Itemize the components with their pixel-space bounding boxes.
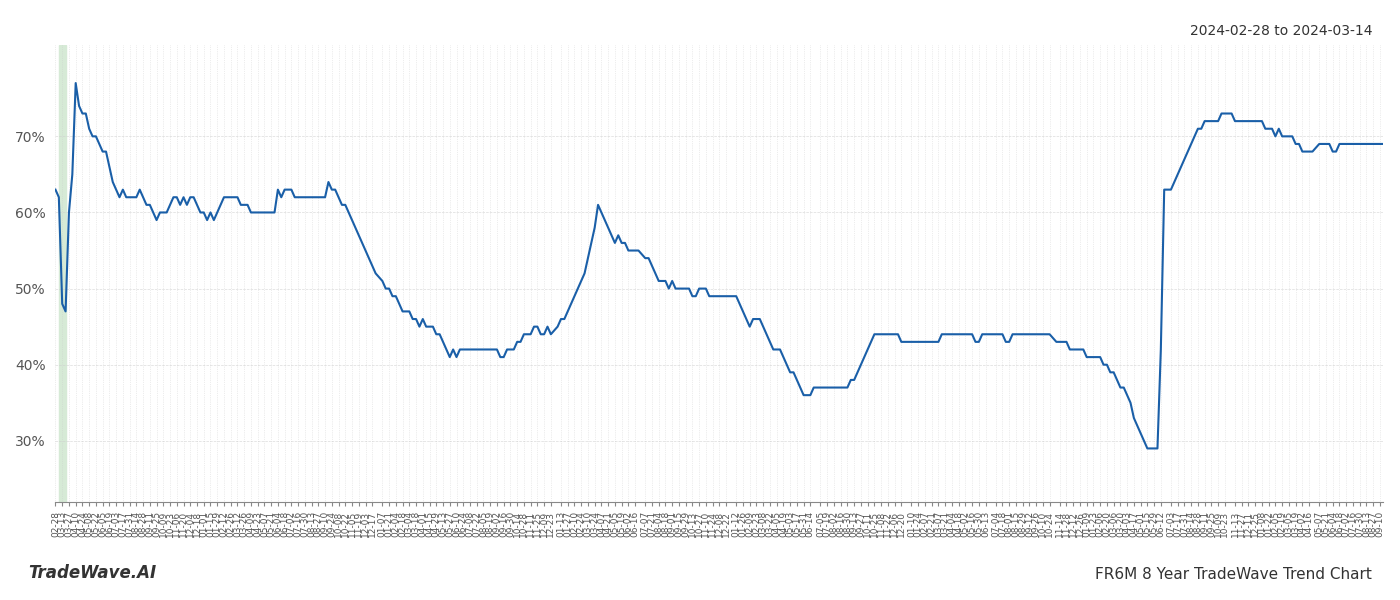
Bar	[59, 45, 66, 502]
Text: FR6M 8 Year TradeWave Trend Chart: FR6M 8 Year TradeWave Trend Chart	[1095, 567, 1372, 582]
Text: TradeWave.AI: TradeWave.AI	[28, 564, 157, 582]
Text: 2024-02-28 to 2024-03-14: 2024-02-28 to 2024-03-14	[1190, 24, 1372, 38]
